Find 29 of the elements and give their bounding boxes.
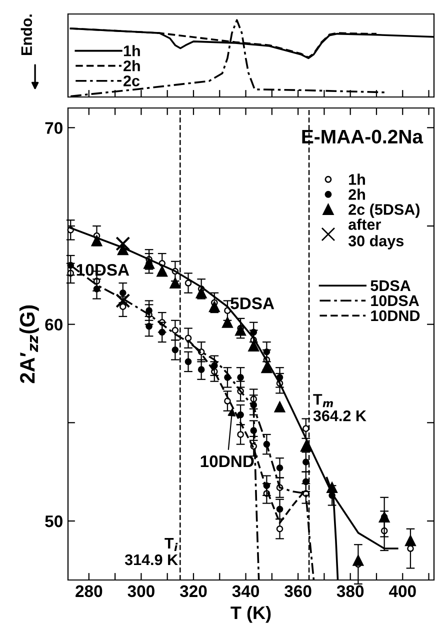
annotation: E-MAA-0.2Na bbox=[302, 130, 424, 144]
legend-label: 10DSA bbox=[371, 295, 420, 306]
x-tick-label: 380 bbox=[336, 585, 364, 598]
y-axis-title: 2A′$_{zz}$(G) bbox=[19, 305, 39, 384]
x-tick-label: 320 bbox=[180, 585, 207, 598]
ref-line-label: T$_{m}$ 364.2 K bbox=[313, 394, 366, 422]
legend-label: 2c (5DSA) bbox=[348, 204, 420, 218]
legend-label: 10DND bbox=[371, 310, 420, 322]
legend-label: 2h bbox=[124, 60, 140, 72]
annotation: 10DSA bbox=[76, 264, 130, 276]
y-tick-label: 50 bbox=[45, 515, 62, 528]
y-tick-label: 60 bbox=[45, 318, 62, 331]
legend-label: 2c bbox=[124, 76, 140, 86]
y-axis-title: Endo. bbox=[20, 14, 32, 55]
x-tick-label: 400 bbox=[388, 585, 416, 598]
legend-label: after 30 days bbox=[348, 218, 404, 250]
legend-label: 1h bbox=[124, 45, 140, 56]
y-tick-label: 70 bbox=[45, 122, 62, 134]
x-tick-label: 360 bbox=[284, 585, 312, 598]
legend-label: 5DSA bbox=[370, 280, 411, 292]
annotation: 5DSA bbox=[230, 297, 274, 310]
ref-line-label: T$_{i}$ 314.9 K bbox=[124, 538, 178, 566]
legend-label: 1h bbox=[349, 174, 365, 185]
x-axis-title: T (K) bbox=[230, 606, 271, 623]
legend-label: 2h bbox=[348, 188, 365, 200]
x-tick-label: 340 bbox=[232, 585, 259, 598]
annotation: 10DND bbox=[200, 455, 254, 468]
x-tick-label: 300 bbox=[128, 585, 154, 598]
x-tick-label: 280 bbox=[76, 585, 102, 598]
